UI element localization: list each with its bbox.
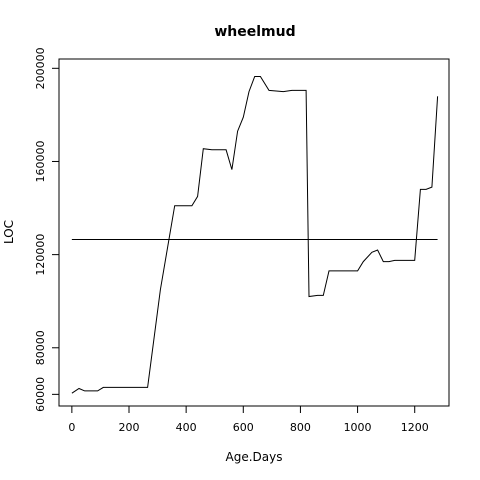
y-tick-label: 80000	[34, 330, 47, 365]
x-tick-label: 1000	[344, 421, 372, 434]
y-tick-label: 120000	[34, 234, 47, 276]
x-axis-label: Age.Days	[226, 450, 283, 464]
loc-series-line	[71, 76, 439, 394]
x-tick-label: 400	[176, 421, 197, 434]
x-tick-label: 0	[68, 421, 75, 434]
x-tick-label: 1200	[401, 421, 429, 434]
y-tick-label: 60000	[34, 377, 47, 412]
y-axis: 60000 80000 120000 160000 200000	[34, 47, 60, 412]
chart-title: wheelmud	[214, 24, 295, 40]
series-layer	[71, 76, 439, 394]
x-axis: 0 200 400 600 800 1000 1200	[68, 405, 429, 434]
plot-frame	[58, 58, 450, 407]
x-tick-label: 200	[119, 421, 140, 434]
x-tick-label: 600	[233, 421, 254, 434]
y-axis-label: LOC	[2, 220, 16, 244]
y-tick-label: 160000	[34, 140, 47, 182]
y-tick-label: 200000	[34, 47, 47, 89]
x-tick-label: 800	[290, 421, 311, 434]
